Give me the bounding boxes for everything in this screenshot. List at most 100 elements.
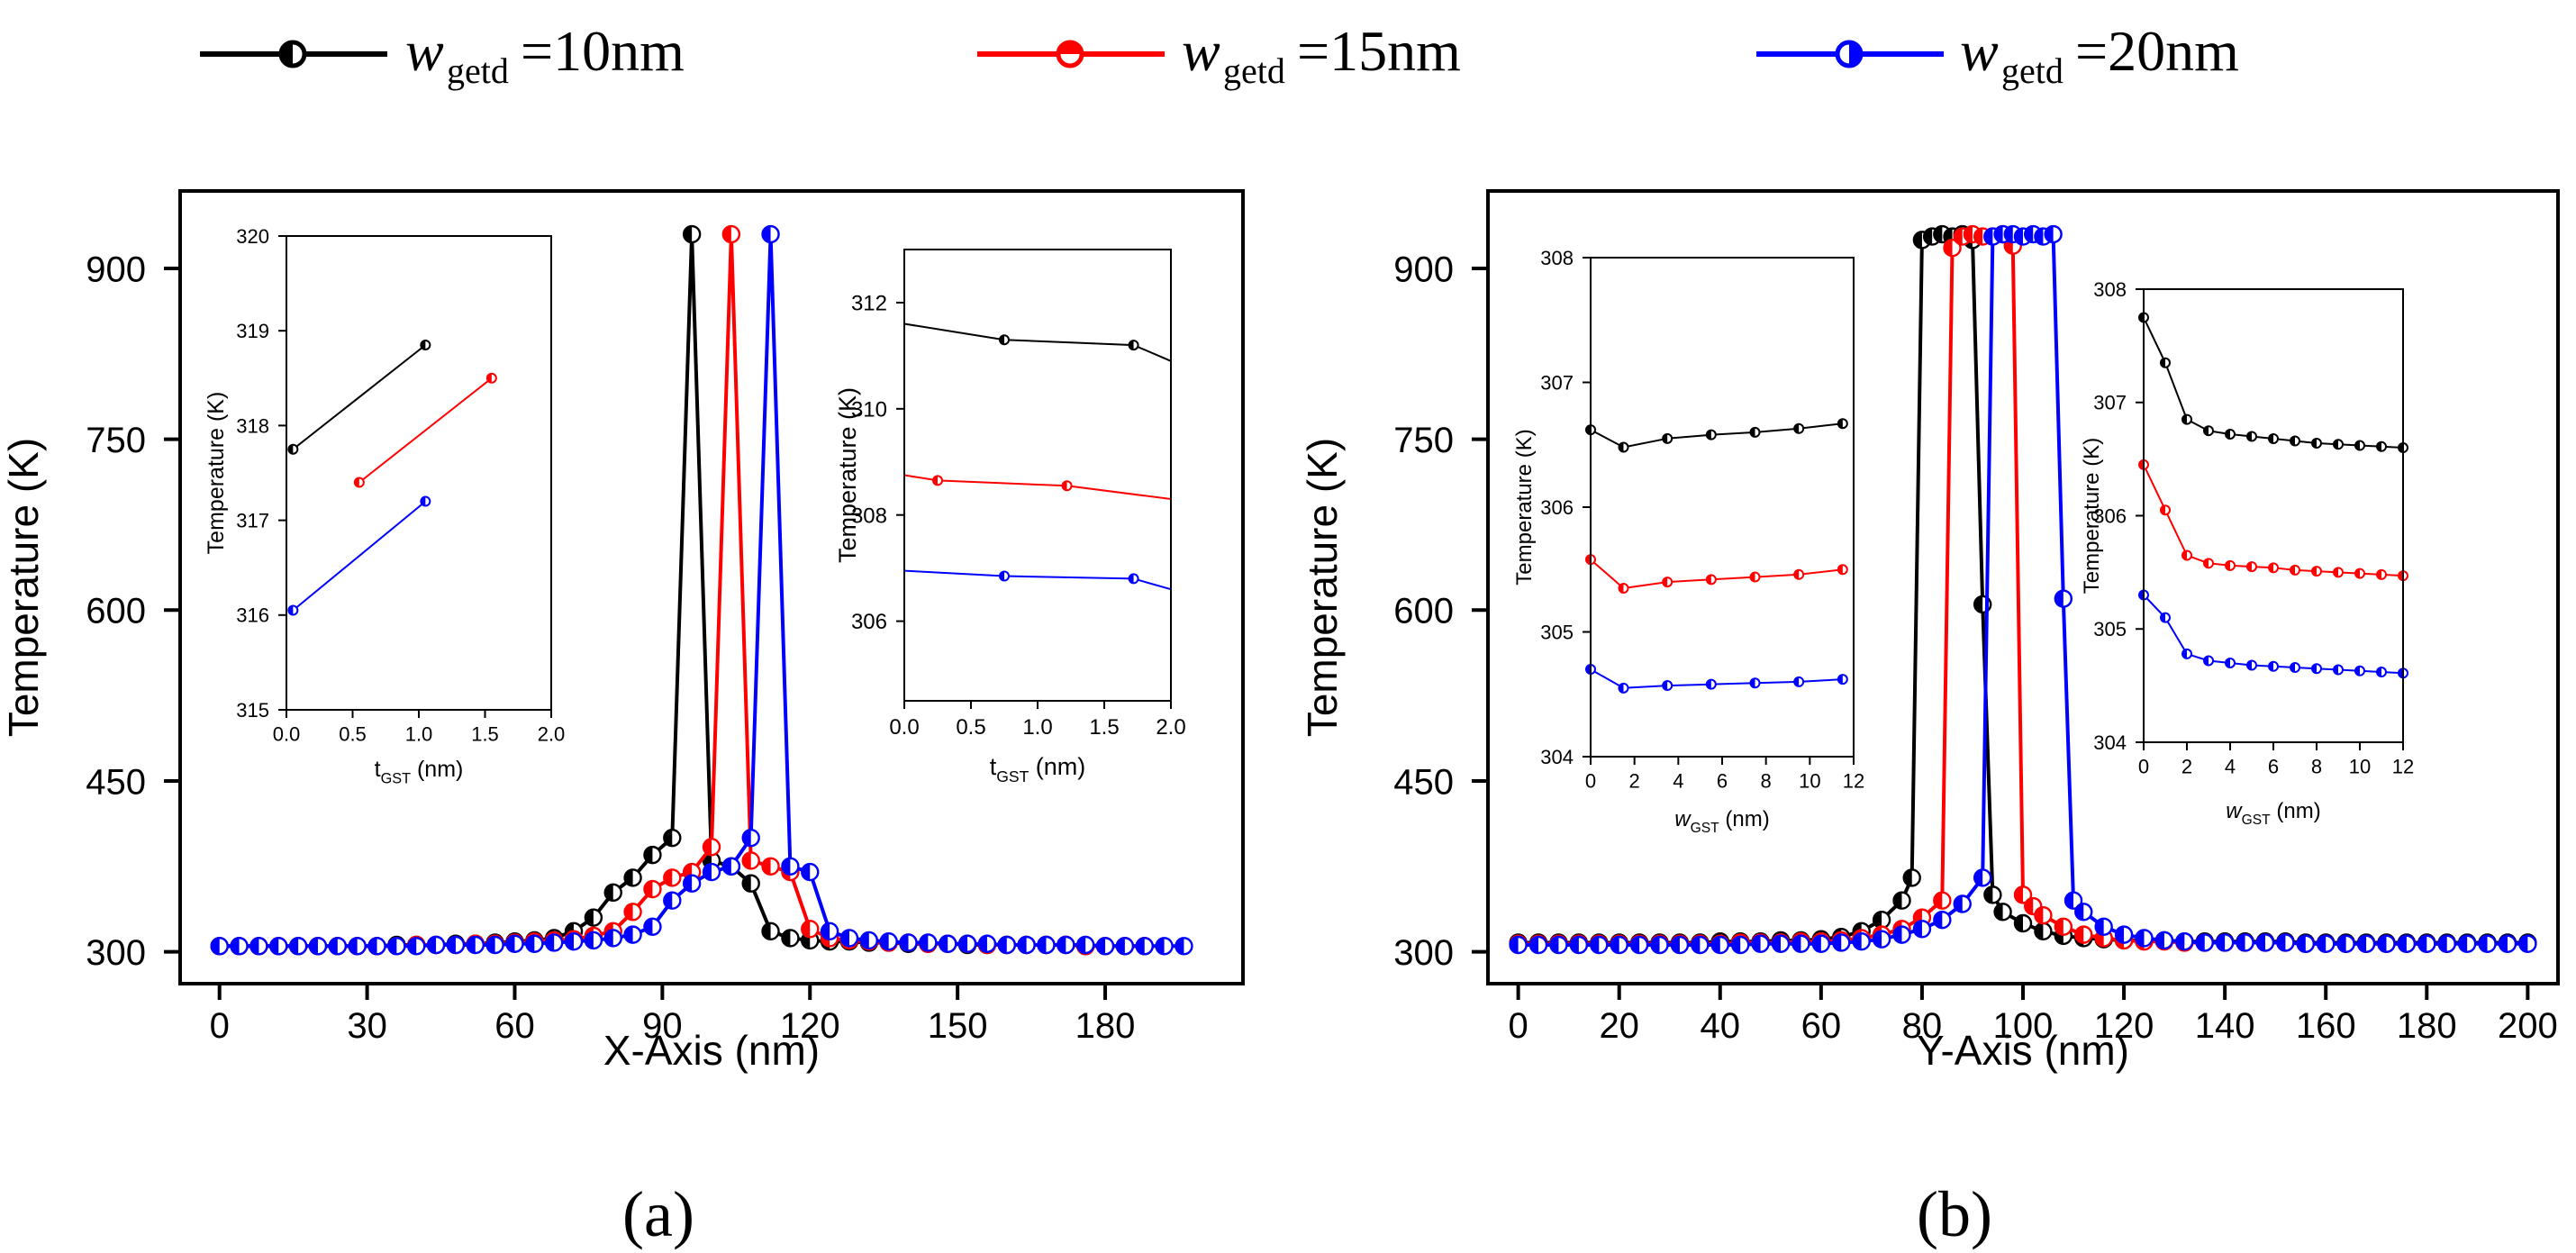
- b-main-point-fill-2-29: [2035, 228, 2044, 245]
- b-inset-right-point-fill-0-1: [2161, 358, 2165, 368]
- a-main-point-fill-1-28: [762, 858, 771, 875]
- b-inset-right-ytick-label-3: 307: [2093, 392, 2127, 414]
- a-inset-right-point-fill-2-1: [1000, 571, 1004, 581]
- b-main-point-fill-2-6: [1631, 937, 1640, 954]
- a-inset-left-point-fill-0-0: [288, 444, 294, 454]
- panel-label-b: (b): [1917, 1178, 1992, 1250]
- b-main-point-fill-2-27: [2015, 228, 2023, 245]
- a-main-point-fill-2-48: [1156, 938, 1165, 955]
- b-main-ytick-label-2: 600: [1393, 592, 1454, 631]
- a-main-point-fill-1-30: [802, 921, 811, 938]
- b-main-point-fill-2-24: [1984, 228, 1993, 245]
- legend: w getd =10nm w getd =15nm w getd =20nm: [200, 19, 2239, 91]
- b-main-point-fill-2-46: [2337, 935, 2346, 952]
- b-main-xtick-label-10: 200: [2498, 1006, 2558, 1046]
- a-inset-right-x-axis-label-symbol: t: [990, 753, 997, 780]
- b-main-xtick-label-1: 20: [1599, 1006, 1639, 1046]
- a-inset-right-series-line-1: [903, 474, 1172, 500]
- b-inset-left-ytick-label-4: 308: [1540, 247, 1574, 269]
- a-main-point-fill-2-24: [684, 875, 693, 892]
- b-inset-left-xtick-label-1: 2: [1629, 769, 1640, 792]
- b-main-xtick-label-9: 180: [2397, 1006, 2457, 1046]
- a-main-point-fill-2-20: [604, 930, 613, 947]
- a-inset-right-x-axis-label: tGST (nm): [990, 753, 1086, 785]
- b-main-point-fill-0-27: [1974, 595, 1983, 613]
- b-main-point-fill-1-31: [2035, 907, 2044, 924]
- b-main-point-fill-2-23: [1974, 869, 1983, 886]
- a-main-point-fill-1-23: [664, 869, 673, 886]
- a-inset-left-ytick-label-0: 315: [236, 699, 269, 722]
- b-inset-right-x-axis-label-unit: (nm): [2271, 799, 2321, 823]
- a-inset-right-xtick-label-0: 0.0: [889, 715, 919, 740]
- b-inset-left-x-axis-label-symbol: w: [1674, 807, 1692, 831]
- a-main-point-fill-2-28: [762, 226, 771, 243]
- a-main-point-fill-2-29: [782, 858, 791, 875]
- b-inset-right-point-fill-1-5: [2247, 562, 2252, 572]
- b-inset-right-xtick-label-1: 2: [2181, 755, 2192, 777]
- a-inset-left-xtick-label-1: 0.5: [339, 722, 367, 745]
- b-inset-right-x-axis-label-sub: GST: [2242, 813, 2272, 828]
- b-main-point-fill-2-15: [1812, 935, 1821, 952]
- legend-entry-10nm: w getd =10nm: [200, 19, 685, 91]
- b-inset-right-point-fill-1-12: [2399, 571, 2403, 581]
- a-main-ytick-label-0: 300: [86, 933, 146, 973]
- b-inset-left-xtick-label-5: 10: [1799, 769, 1820, 792]
- b-main-point-fill-0-20: [1903, 869, 1912, 886]
- b-inset-right-point-fill-1-6: [2269, 563, 2273, 573]
- a-main-point-fill-2-38: [959, 935, 968, 952]
- b-main-point-fill-2-47: [2358, 935, 2367, 952]
- b-inset-right-xtick-label-5: 10: [2349, 755, 2371, 777]
- a-main-y-axis-label: Temperature (K): [0, 438, 47, 737]
- a-main-point-fill-2-6: [329, 938, 338, 955]
- b-main-point-fill-0-19: [1893, 892, 1902, 909]
- b-main-ytick-label-4: 900: [1393, 250, 1454, 289]
- b-main-point-fill-1-33: [2075, 926, 2084, 943]
- b-inset-right-point-fill-2-6: [2269, 661, 2273, 671]
- a-main-point-fill-2-33: [860, 931, 869, 949]
- a-inset-left-point-fill-1-0: [354, 477, 359, 487]
- b-main-point-fill-2-3: [1570, 937, 1579, 954]
- b-inset-left-point-fill-1-0: [1586, 555, 1591, 565]
- a-main-point-fill-0-19: [585, 909, 594, 926]
- b-main-point-fill-0-31: [2035, 922, 2044, 940]
- b-main-point-fill-2-28: [2025, 226, 2034, 243]
- a-inset-right-ytick-label-2: 310: [851, 397, 887, 422]
- b-inset-left-point-fill-1-5: [1794, 569, 1800, 579]
- b-inset-left-xtick-label-2: 4: [1673, 769, 1683, 792]
- b-inset-left-xtick-label-6: 12: [1843, 769, 1864, 792]
- a-main-ytick-label-3: 750: [86, 421, 146, 460]
- b-main-point-fill-2-22: [1954, 895, 1963, 913]
- a-main-point-fill-0-27: [742, 875, 751, 892]
- b-inset-right-xtick-label-6: 12: [2392, 755, 2414, 777]
- a-main-point-fill-2-13: [467, 937, 476, 954]
- a-inset-left-series-line-2: [292, 500, 427, 612]
- b-inset-left-xtick-label-0: 0: [1585, 769, 1596, 792]
- a-main-point-fill-2-46: [1116, 938, 1125, 955]
- b-inset-right-xtick-label-4: 8: [2311, 755, 2322, 777]
- b-inset-left-point-fill-0-3: [1706, 430, 1711, 440]
- b-main-point-fill-2-38: [2176, 933, 2185, 950]
- a-main-point-fill-2-0: [211, 938, 220, 955]
- legend-label-15nm: =15nm: [1297, 19, 1461, 83]
- a-inset-left-xtick-label-0: 0.0: [273, 722, 301, 745]
- b-inset-left-point-fill-0-4: [1750, 427, 1755, 437]
- b-inset-right-point-fill-2-9: [2334, 665, 2338, 675]
- b-inset-right-point-fill-2-4: [2226, 658, 2230, 667]
- a-main-xtick-label-3: 90: [642, 1006, 683, 1046]
- b-main-y-axis-label: Temperature (K): [1299, 438, 1346, 737]
- b-main-point-fill-2-1: [1530, 937, 1539, 954]
- a-main-point-fill-2-14: [486, 937, 495, 954]
- a-main-point-fill-2-8: [368, 938, 377, 955]
- b-main-xtick-label-2: 40: [1701, 1006, 1741, 1046]
- a-inset-left-xtick-label-3: 1.5: [471, 722, 499, 745]
- panel-a-inset-right: 0.0 0.5 1.0 1.5 2.0 306 308 310 312 tGST (nm) Temp…: [834, 249, 1186, 785]
- b-inset-left-point-fill-0-1: [1619, 442, 1624, 452]
- a-main-point-fill-1-22: [644, 881, 653, 898]
- a-main-point-fill-0-24: [684, 226, 693, 243]
- a-inset-right-point-fill-1-2: [1062, 481, 1067, 491]
- b-main-point-fill-2-9: [1692, 937, 1701, 954]
- a-inset-right-point-fill-0-1: [1000, 335, 1004, 345]
- b-inset-right-xtick-label-0: 0: [2138, 755, 2149, 777]
- b-inset-right-x-axis-label-symbol: w: [2226, 799, 2243, 823]
- a-inset-left-x-axis-label-unit: (nm): [411, 757, 463, 782]
